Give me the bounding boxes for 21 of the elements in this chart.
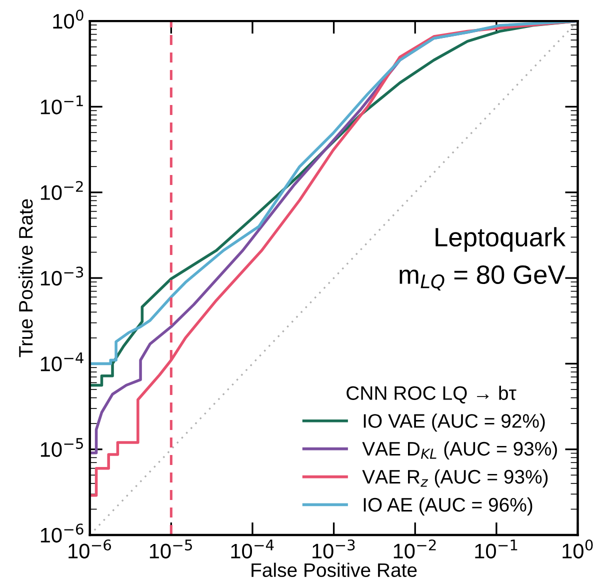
legend-label: VAE R$_{z}$ (AUC = 93%) xyxy=(362,469,548,488)
y-axis-title: True Positive Rate xyxy=(18,199,33,358)
x-tick-label: 10$^{0}$ xyxy=(562,539,593,558)
y-tick-label: 10$^{−1}$ xyxy=(40,96,83,114)
y-tick-label: 10$^{0}$ xyxy=(53,10,84,29)
y-tick-label: 10$^{−2}$ xyxy=(40,180,83,200)
x-tick-label: 10$^{−1}$ xyxy=(475,540,518,558)
x-tick-label: 10$^{−5}$ xyxy=(150,540,192,558)
x-axis-title: False Positive Rate xyxy=(252,562,417,578)
legend-label: IO VAE (AUC = 92%) xyxy=(364,414,545,432)
legend-label: VAE D$_{KL}$ (AUC = 93%) xyxy=(362,441,557,460)
y-tick-label: 10$^{−4}$ xyxy=(40,352,84,372)
legend-title: CNN ROC LQ → bτ xyxy=(346,386,516,404)
y-tick-label: 10$^{−3}$ xyxy=(40,266,84,286)
legend-label: IO AE (AUC = 96%) xyxy=(364,497,532,516)
annotation: m$_{LQ}$ = 80 GeV xyxy=(400,265,566,290)
x-tick-label: 10$^{−2}$ xyxy=(394,539,436,558)
annotation: Leptoquark xyxy=(436,227,566,252)
x-tick-label: 10$^{−4}$ xyxy=(231,540,274,558)
y-tick-label: 10$^{−5}$ xyxy=(40,438,83,457)
x-tick-label: 10$^{−3}$ xyxy=(312,539,355,558)
